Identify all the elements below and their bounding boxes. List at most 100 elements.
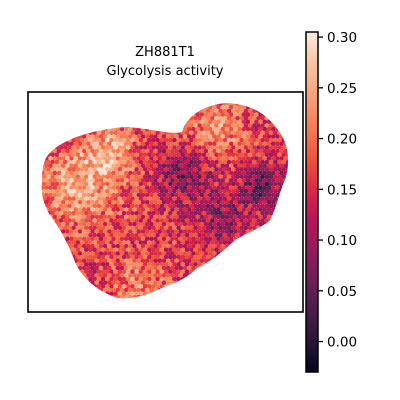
spot xyxy=(140,287,146,293)
spot xyxy=(226,167,232,172)
spot xyxy=(212,192,217,198)
spot xyxy=(92,181,97,187)
spot xyxy=(151,108,156,114)
spot xyxy=(201,103,207,106)
spot xyxy=(168,284,173,289)
spot xyxy=(172,145,177,150)
spot xyxy=(214,108,219,114)
spot xyxy=(203,251,209,256)
spot xyxy=(149,251,154,256)
spot xyxy=(132,156,137,161)
spot xyxy=(172,167,177,172)
spot xyxy=(165,251,171,256)
spot xyxy=(258,236,263,242)
spot xyxy=(88,181,93,187)
spot xyxy=(273,103,278,106)
spot xyxy=(132,126,137,132)
spot xyxy=(41,276,43,282)
spot xyxy=(119,229,125,234)
spot xyxy=(94,170,100,176)
spot xyxy=(138,116,144,121)
spot xyxy=(119,243,125,249)
spot xyxy=(56,243,62,249)
spot xyxy=(44,280,49,286)
spot xyxy=(142,284,148,289)
spot xyxy=(67,145,72,150)
spot xyxy=(283,207,289,212)
spot xyxy=(247,174,253,179)
spot xyxy=(168,254,173,260)
spot xyxy=(231,240,236,245)
spot xyxy=(170,207,175,212)
spot xyxy=(176,254,181,260)
spot xyxy=(75,225,81,231)
spot xyxy=(180,159,186,165)
spot xyxy=(42,167,47,172)
spot xyxy=(48,126,53,132)
spot xyxy=(165,185,171,190)
colorbar-frame xyxy=(305,31,319,373)
spot xyxy=(67,181,72,187)
spot xyxy=(117,108,123,114)
spot xyxy=(84,167,89,172)
spot xyxy=(71,247,76,253)
spot xyxy=(155,269,160,275)
spot xyxy=(119,273,125,278)
spot xyxy=(121,225,127,231)
spot xyxy=(203,221,209,227)
spot xyxy=(247,145,253,150)
spot xyxy=(231,291,236,297)
spot xyxy=(210,211,215,216)
spot xyxy=(224,105,230,110)
spot xyxy=(98,243,104,249)
spot xyxy=(134,174,139,179)
spot xyxy=(165,207,171,212)
spot xyxy=(41,207,45,212)
spot xyxy=(92,247,97,253)
spot xyxy=(52,221,58,227)
spot xyxy=(73,207,79,212)
spot xyxy=(96,189,102,194)
spot xyxy=(199,185,205,190)
spot xyxy=(132,185,137,190)
spot xyxy=(130,262,135,267)
spot xyxy=(138,247,144,253)
spot xyxy=(144,221,150,227)
spot xyxy=(212,170,217,176)
spot xyxy=(249,170,255,176)
spot xyxy=(142,218,148,223)
spot xyxy=(75,174,81,179)
spot xyxy=(197,189,202,194)
spot xyxy=(262,207,268,212)
spot xyxy=(285,269,289,275)
spot xyxy=(208,98,213,103)
spot xyxy=(189,159,194,165)
spot xyxy=(67,103,72,106)
spot xyxy=(52,148,58,154)
spot xyxy=(176,137,181,143)
spot xyxy=(243,284,249,289)
spot xyxy=(90,251,95,256)
spot xyxy=(222,189,228,194)
spot xyxy=(224,126,230,132)
spot xyxy=(179,98,184,103)
spot xyxy=(118,299,123,304)
spot xyxy=(88,203,93,209)
spot xyxy=(268,211,274,216)
spot xyxy=(138,211,144,216)
spot xyxy=(149,148,154,154)
spot xyxy=(107,243,112,249)
spot xyxy=(96,152,102,158)
spot xyxy=(170,119,175,125)
spot xyxy=(273,108,278,114)
spot xyxy=(161,192,167,198)
spot xyxy=(229,302,234,307)
spot xyxy=(77,287,83,293)
spot xyxy=(237,273,242,278)
spot xyxy=(170,163,175,169)
spot xyxy=(102,236,108,242)
spot xyxy=(100,211,106,216)
spot xyxy=(71,152,76,158)
spot xyxy=(41,126,45,132)
spot xyxy=(113,189,118,194)
